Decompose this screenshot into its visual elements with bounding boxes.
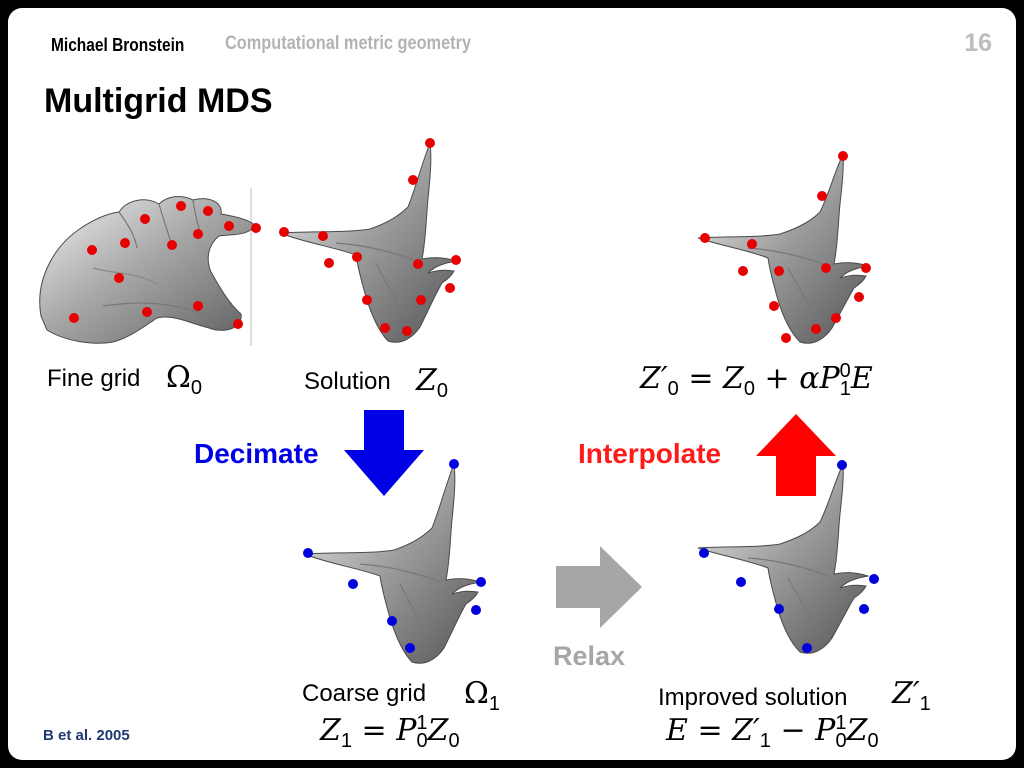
- improved-solution-symbol: Z′1: [892, 676, 931, 715]
- coarse-grid-symbol: Ω1: [464, 676, 500, 715]
- interpolate-arrow-icon: [756, 414, 836, 496]
- solution-symbol: Z0: [416, 363, 448, 402]
- slide-title: Multigrid MDS: [44, 82, 273, 120]
- solution-label: Solution: [304, 368, 391, 395]
- improved-solution-label: Improved solution: [658, 684, 848, 711]
- page-number: 16: [964, 29, 992, 57]
- coarse-grid-label: Coarse grid: [302, 680, 427, 707]
- improved-solution-points: [699, 460, 879, 653]
- fine-grid-symbol: Ω0: [166, 360, 202, 399]
- fine-grid-points: [69, 201, 261, 329]
- author-name: Michael Bronstein: [51, 35, 185, 55]
- coarse-grid-image: [303, 459, 486, 664]
- improved-solution-image: [697, 460, 879, 654]
- relax-label: Relax: [553, 641, 626, 671]
- decimate-label: Decimate: [194, 438, 319, 469]
- updated-solution-image: [697, 151, 871, 344]
- reference-citation: B et al. 2005: [43, 727, 130, 744]
- solution-embedding-image: [279, 138, 461, 343]
- interpolate-label: Interpolate: [578, 438, 722, 469]
- slide: Michael Bronstein Computational metric g…: [8, 8, 1016, 760]
- coarse-grid-points: [303, 459, 486, 653]
- updated-solution-points: [700, 151, 871, 343]
- hand-mesh-image: [39, 188, 261, 346]
- solution-points: [279, 138, 461, 336]
- course-title: Computational metric geometry: [225, 33, 472, 54]
- error-equation: E = Z′1 − P10Z0: [666, 712, 879, 752]
- fine-grid-label: Fine grid: [47, 365, 141, 392]
- relax-arrow-icon: [556, 546, 642, 628]
- restriction-equation: Z1 = P10Z0: [320, 712, 460, 752]
- update-equation: Z′0 = Z0 + αP01E: [640, 360, 873, 400]
- decimate-arrow-icon: [344, 410, 424, 496]
